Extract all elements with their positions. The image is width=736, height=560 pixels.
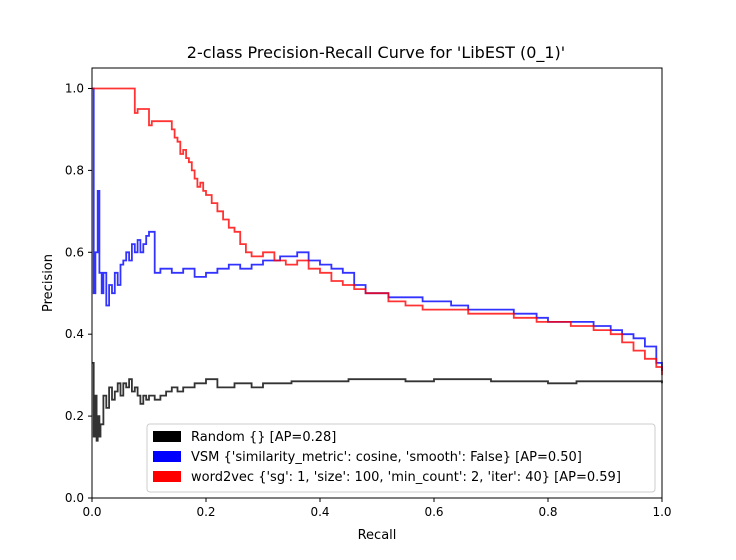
x-tick-label: 1.0 — [652, 505, 671, 519]
series-line-1 — [92, 362, 663, 442]
legend-label: word2vec {'sg': 1, 'size': 100, 'min_cou… — [191, 470, 621, 485]
chart-title: 2-class Precision-Recall Curve for 'LibE… — [187, 43, 565, 63]
legend-swatch — [153, 451, 181, 462]
x-tick-label: 0.2 — [196, 505, 215, 519]
series-line-3 — [92, 87, 663, 376]
y-tick-label: 0.6 — [65, 245, 84, 259]
y-tick-label: 0.2 — [65, 409, 84, 423]
y-tick-label: 0.8 — [65, 163, 84, 177]
legend-box — [146, 423, 656, 493]
legend-swatch — [153, 471, 181, 482]
legend-label: VSM {'similarity_metric': cosine, 'smoot… — [191, 450, 582, 465]
plot-frame — [91, 67, 663, 499]
plot-area — [92, 87, 663, 442]
x-tick-label: 0.8 — [538, 505, 557, 519]
legend-swatch — [153, 431, 181, 442]
axes: 0.0 0.2 0.4 0.6 0.8 1.0 0.0 0.2 0.4 0.6 0.8 1.0 — [65, 67, 672, 519]
legend: Random {} [AP=0.28] VSM {'similarity_metr… — [146, 423, 656, 493]
x-tick-label: 0.4 — [310, 505, 329, 519]
x-tick-label: 0.6 — [424, 505, 443, 519]
x-axis-label: Recall — [358, 528, 397, 543]
x-tick-label: 0.0 — [82, 505, 101, 519]
y-tick-label: 1.0 — [65, 81, 84, 95]
y-tick-label: 0.4 — [65, 327, 84, 341]
y-tick-label: 0.0 — [65, 491, 84, 505]
y-axis-label: Precision — [41, 254, 56, 312]
legend-label: Random {} [AP=0.28] — [191, 430, 336, 445]
